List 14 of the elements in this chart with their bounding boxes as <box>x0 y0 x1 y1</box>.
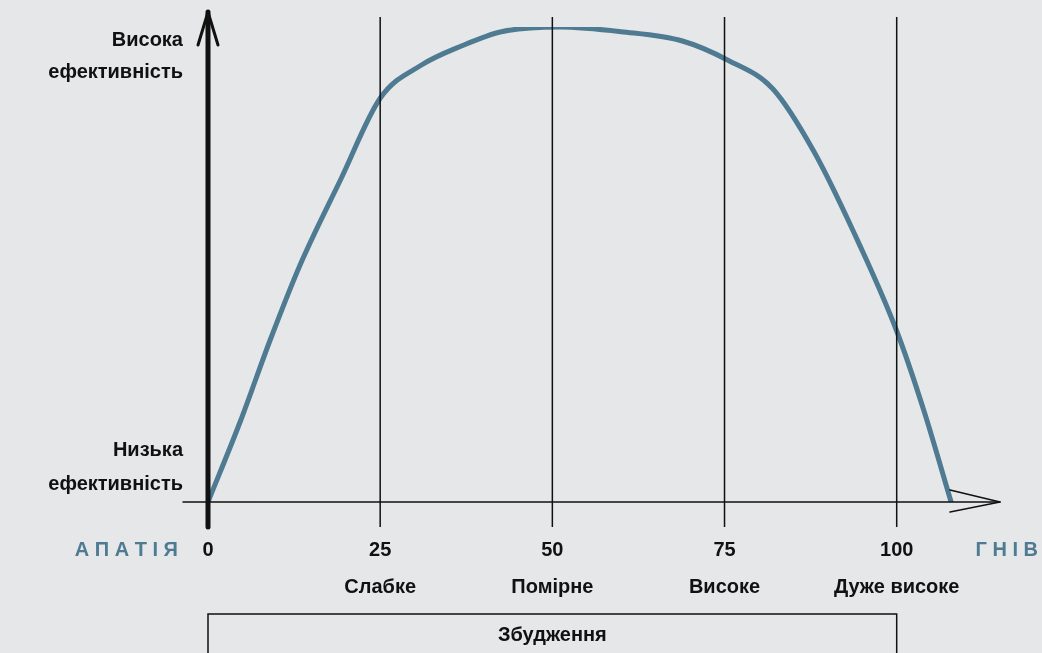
text: Висока ефективність <box>48 27 184 82</box>
x-axis-title: Збудження <box>497 622 607 645</box>
text: Низька ефективність <box>48 437 184 494</box>
x-tick-label: 50 <box>541 537 564 560</box>
x-tick-label: 75 <box>713 537 736 560</box>
ref-line-label: Високе <box>688 574 761 597</box>
x-tick-label: 25 <box>369 537 392 560</box>
x-tick-label: 0 <box>202 537 214 560</box>
ref-line-label: Дуже високе <box>833 574 960 597</box>
ref-line-label: Слабке <box>344 574 417 597</box>
x-tick-label: 100 <box>880 537 914 560</box>
ref-line-label: Помірне <box>511 574 594 597</box>
text: Г Н І В <box>975 537 1038 560</box>
text: А П А Т І Я <box>74 537 178 560</box>
